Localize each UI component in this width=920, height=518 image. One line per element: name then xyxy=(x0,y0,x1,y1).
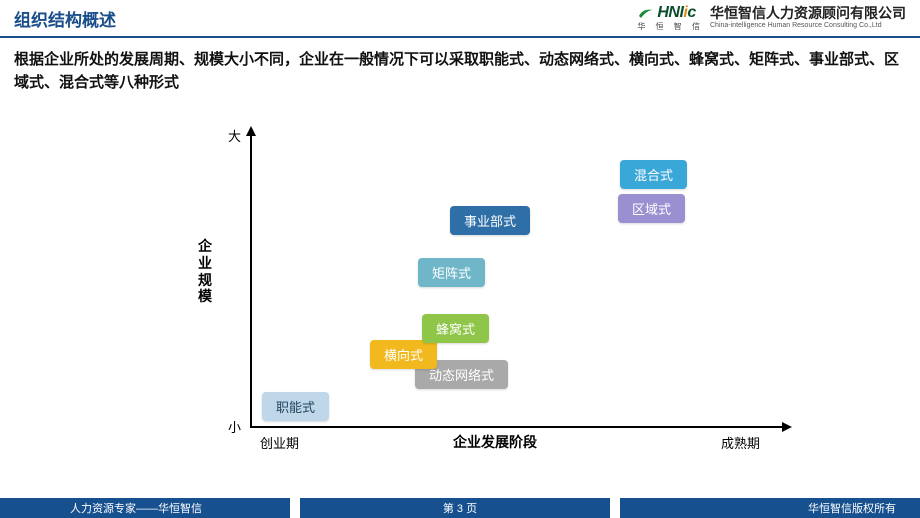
logo-text-3: c xyxy=(687,4,695,22)
header-rule xyxy=(0,36,920,38)
company-name-en: China-intelligence Human Resource Consul… xyxy=(710,22,906,30)
x-axis-title: 企业发展阶段 xyxy=(190,432,800,452)
company-name-cn: 华恒智信人力资源顾问有限公司 xyxy=(710,6,906,21)
chart-node: 矩阵式 xyxy=(418,258,485,287)
y-axis xyxy=(250,128,252,428)
slide-page: 组织结构概述 HNIic 华 恒 智 信 华恒智信人力资源顾问有限公司 Chin… xyxy=(0,0,920,518)
footer-gap xyxy=(290,498,300,518)
chart-node: 蜂窝式 xyxy=(422,314,489,343)
chart-node: 事业部式 xyxy=(450,206,530,235)
org-structure-chart: 大 小 企业规模 创业期 成熟期 企业发展阶段 职能式动态网络式横向式蜂窝式矩阵… xyxy=(190,128,800,468)
chart-node: 职能式 xyxy=(262,392,329,421)
footer-left-text: 人力资源专家——华恒智信 xyxy=(70,500,202,516)
x-axis xyxy=(250,426,790,428)
logo-sub-cn: 华 恒 智 信 xyxy=(637,23,704,32)
logo-mark: HNIic 华 恒 智 信 xyxy=(637,4,704,32)
footer-gap xyxy=(610,498,620,518)
chart-node: 区域式 xyxy=(618,194,685,223)
footer-right-text: 华恒智信版权所有 xyxy=(808,500,896,516)
y-axis-title: 企业规模 xyxy=(198,238,214,305)
y-axis-top-label: 大 xyxy=(228,126,241,145)
footer-bar: 人力资源专家——华恒智信 第 3 页 华恒智信版权所有 xyxy=(0,498,920,518)
company-logo: HNIic 华 恒 智 信 华恒智信人力资源顾问有限公司 China-intel… xyxy=(637,4,906,32)
logo-text-block: 华恒智信人力资源顾问有限公司 China-intelligence Human … xyxy=(710,6,906,29)
chart-node: 混合式 xyxy=(620,160,687,189)
header: 组织结构概述 HNIic 华 恒 智 信 华恒智信人力资源顾问有限公司 Chin… xyxy=(0,0,920,38)
logo-text-1: HNI xyxy=(657,4,683,22)
description-text: 根据企业所处的发展周期、规模大小不同，企业在一般情况下可以采取职能式、动态网络式… xyxy=(0,38,920,95)
chart-node: 横向式 xyxy=(370,340,437,369)
